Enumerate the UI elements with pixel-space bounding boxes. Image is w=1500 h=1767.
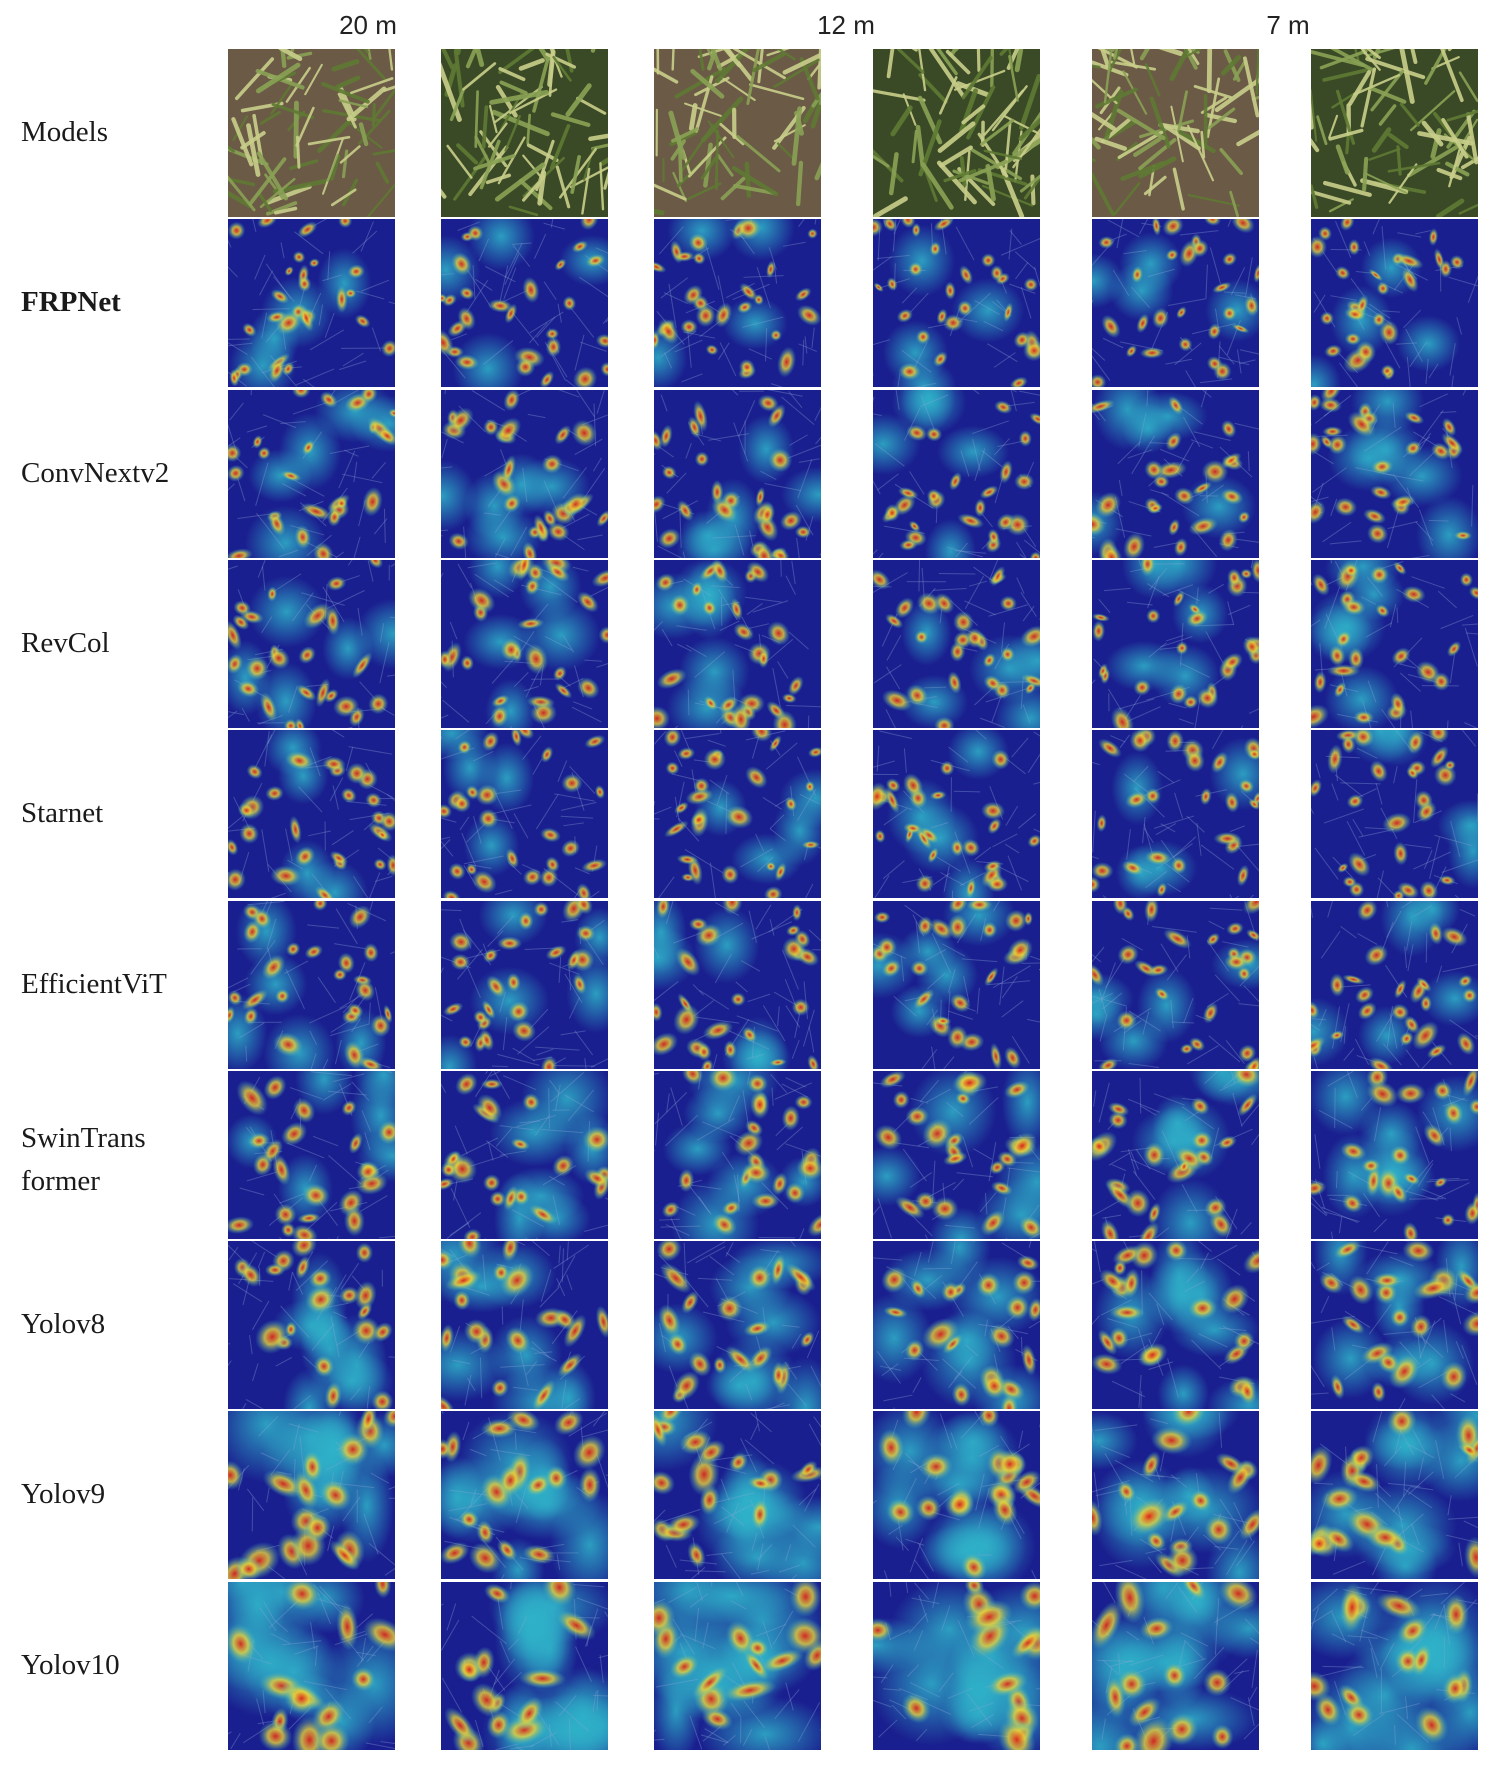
row-label-starnet: Starnet [21, 792, 103, 835]
heatmap-tile [873, 1411, 1040, 1579]
heatmap-tile [1092, 1411, 1259, 1579]
heatmap-tile [1311, 1071, 1478, 1239]
row-label-text: FRPNet [21, 286, 121, 318]
heatmap-tile [228, 901, 395, 1069]
heatmap-tile [1311, 390, 1478, 558]
row-label-text: EfficientViT [21, 968, 167, 1000]
heatmap-tile [654, 560, 821, 728]
row-label-yolov10: Yolov10 [21, 1644, 120, 1687]
heatmap-tile [441, 560, 608, 728]
heatmap-tile [1092, 1582, 1259, 1750]
row-label-text: Yolov8 [21, 1308, 106, 1340]
heatmap-tile [654, 730, 821, 898]
row-label-yolov8: Yolov8 [21, 1303, 105, 1346]
heatmap-tile [873, 560, 1040, 728]
row-label-yolov9: Yolov9 [21, 1473, 105, 1516]
crop-photo-tile [228, 49, 395, 217]
row-label-models: Models [21, 111, 108, 154]
heatmap-tile [654, 219, 821, 387]
row-label-text: Models [21, 116, 108, 148]
heatmap-tile [1311, 901, 1478, 1069]
row-label-swintrans: SwinTrans former [21, 1117, 146, 1203]
crop-photo-tile [1311, 49, 1478, 217]
crop-photo-tile [441, 49, 608, 217]
row-label-text: ConvNextv2 [21, 457, 170, 489]
heatmap-tile [441, 1241, 608, 1409]
heatmap-tile [1311, 219, 1478, 387]
row-label-text: RevCol [21, 627, 110, 659]
heatmap-tile [1311, 1582, 1478, 1750]
heatmap-tile [1092, 560, 1259, 728]
heatmap-tile [873, 219, 1040, 387]
heatmap-tile [441, 390, 608, 558]
heatmap-tile [1311, 560, 1478, 728]
heatmap-tile [1092, 730, 1259, 898]
heatmap-tile [228, 1071, 395, 1239]
heatmap-tile [228, 1411, 395, 1579]
heatmap-tile [873, 1241, 1040, 1409]
heatmap-tile [1092, 1071, 1259, 1239]
row-label-frpnet: FRPNet [21, 281, 121, 324]
column-header-20m: 20 m [339, 10, 397, 40]
heatmap-tile [228, 1241, 395, 1409]
heatmap-tile [441, 1582, 608, 1750]
row-label-efficientvit: EfficientViT [21, 963, 167, 1006]
heatmap-tile [873, 1582, 1040, 1750]
heatmap-tile [441, 901, 608, 1069]
heatmap-tile [228, 219, 395, 387]
heatmap-tile [1311, 1411, 1478, 1579]
column-header-12m: 12 m [817, 10, 875, 40]
heatmap-tile [654, 1582, 821, 1750]
heatmap-tile [228, 560, 395, 728]
crop-photo-tile [1092, 49, 1259, 217]
row-label-text-line2: former [21, 1165, 100, 1197]
heatmap-tile [441, 730, 608, 898]
row-label-text: Yolov9 [21, 1478, 106, 1510]
heatmap-tile [1311, 730, 1478, 898]
heatmap-tile [1092, 390, 1259, 558]
heatmap-tile [654, 1071, 821, 1239]
heatmap-tile [228, 730, 395, 898]
heatmap-tile [654, 1241, 821, 1409]
row-label-revcol: RevCol [21, 622, 110, 665]
heatmap-tile [228, 390, 395, 558]
row-label-text: SwinTrans [21, 1122, 146, 1154]
heatmap-tile [441, 1071, 608, 1239]
column-header-7m: 7 m [1266, 10, 1310, 40]
crop-photo-tile [654, 49, 821, 217]
heatmap-tile [873, 390, 1040, 558]
heatmap-tile [1092, 1241, 1259, 1409]
heatmap-tile [441, 219, 608, 387]
row-label-text: Yolov10 [21, 1649, 120, 1681]
heatmap-tile [228, 1582, 395, 1750]
heatmap-tile [654, 1411, 821, 1579]
heatmap-tile [1092, 901, 1259, 1069]
heatmap-tile [1311, 1241, 1478, 1409]
row-label-convnextv2: ConvNextv2 [21, 452, 169, 495]
heatmap-tile [1092, 219, 1259, 387]
heatmap-tile [873, 730, 1040, 898]
heatmap-tile [654, 901, 821, 1069]
crop-photo-tile [873, 49, 1040, 217]
heatmap-tile [441, 1411, 608, 1579]
row-label-text: Starnet [21, 797, 104, 829]
heatmap-tile [654, 390, 821, 558]
heatmap-tile [873, 901, 1040, 1069]
heatmap-tile [873, 1071, 1040, 1239]
